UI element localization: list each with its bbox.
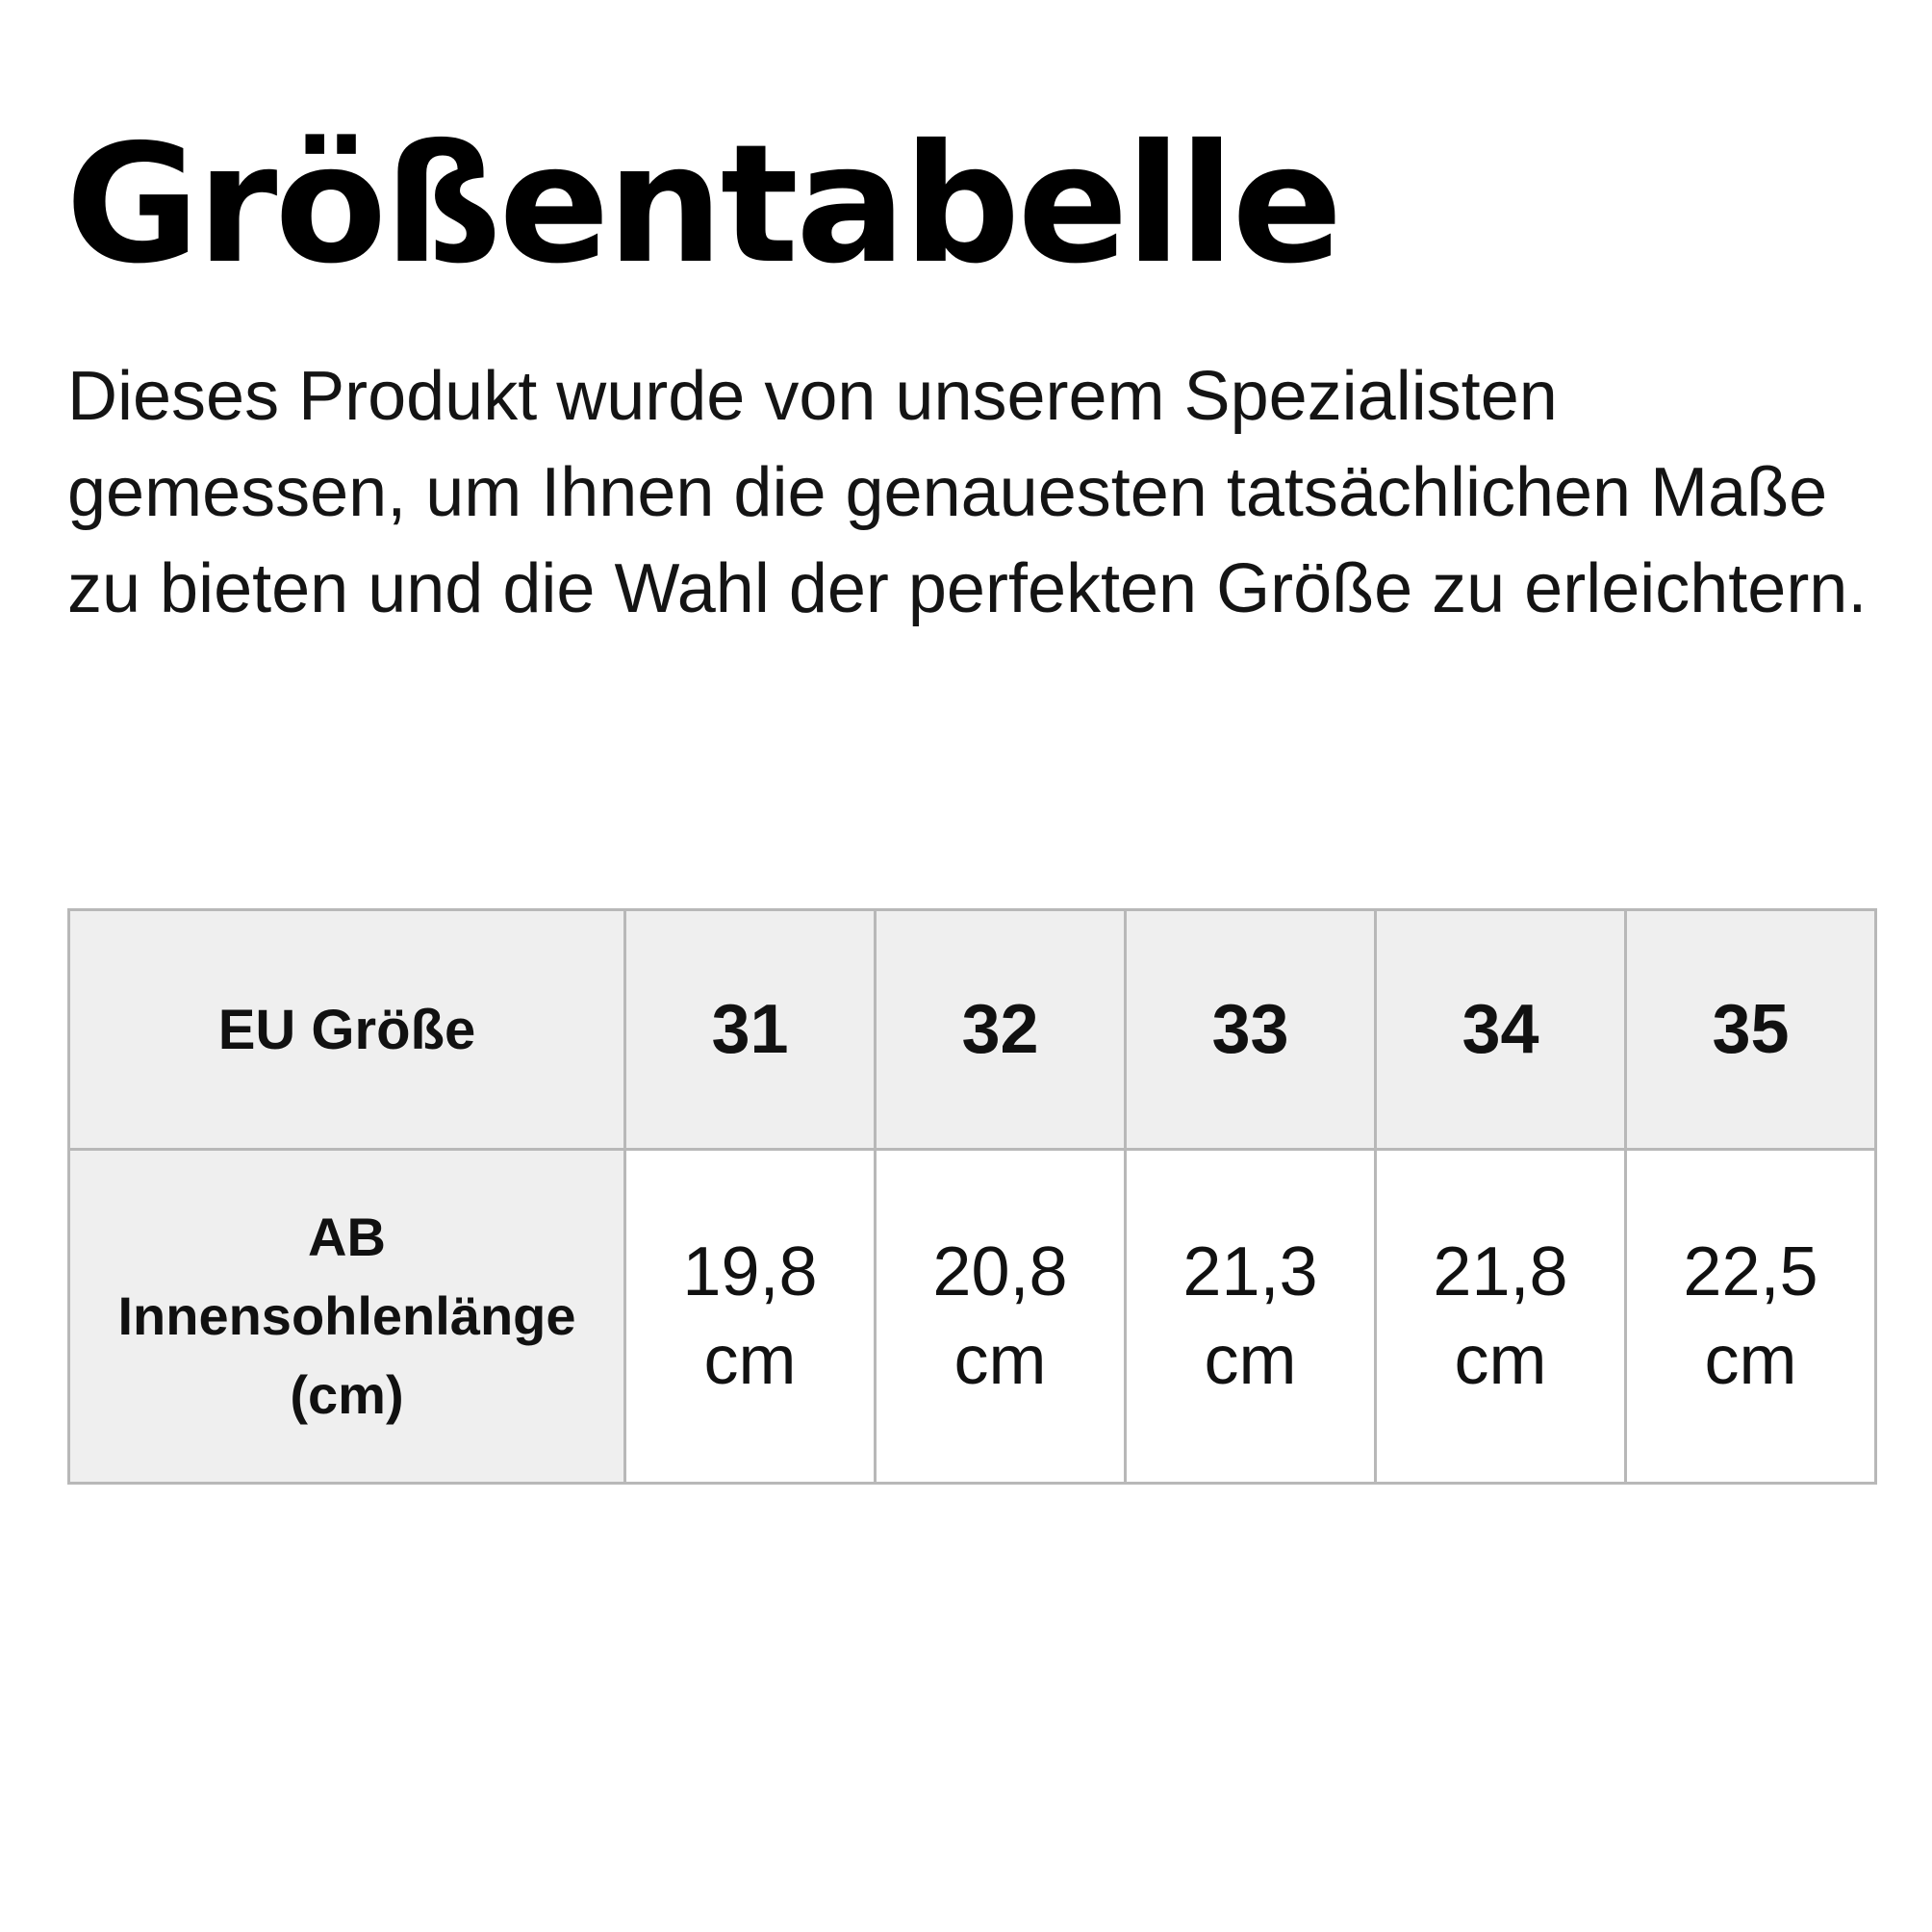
insole-length-label-cell: AB Innensohlenlänge (cm) [67, 1148, 626, 1485]
value-number: 21,8 [1433, 1233, 1568, 1310]
intro-text: Dieses Produkt wurde von unserem Spezial… [67, 358, 1868, 627]
value-cell: 22,5 cm [1624, 1148, 1877, 1485]
value-number: 21,3 [1182, 1233, 1318, 1310]
value-number: 20,8 [932, 1233, 1068, 1310]
value-number: 22,5 [1683, 1233, 1818, 1310]
value-cell: 21,3 cm [1124, 1148, 1377, 1485]
size-cell: 35 [1624, 908, 1877, 1151]
header-label-cell: EU Größe [67, 908, 626, 1151]
value-cell: 19,8 cm [623, 1148, 877, 1485]
value-unit: cm [1204, 1322, 1297, 1399]
value-cell: 20,8 cm [874, 1148, 1127, 1485]
table-header-row: EU Größe 31 32 33 34 35 [67, 908, 1877, 1151]
size-cell: 32 [874, 908, 1127, 1151]
value-unit: cm [953, 1322, 1047, 1399]
size-cell: 31 [623, 908, 877, 1151]
table-row: AB Innensohlenlänge (cm) 19,8 cm 20,8 cm… [67, 1148, 1877, 1485]
value-unit: cm [703, 1322, 797, 1399]
size-cell: 34 [1374, 908, 1627, 1151]
row-label-line: AB [308, 1207, 386, 1267]
row-label-line: Innensohlenlänge [117, 1285, 576, 1346]
value-unit: cm [1704, 1322, 1797, 1399]
value-cell: 21,8 cm [1374, 1148, 1627, 1485]
row-label-line: (cm) [290, 1364, 404, 1425]
value-number: 19,8 [682, 1233, 818, 1310]
size-table: EU Größe 31 32 33 34 35 AB Innensohlenlä… [67, 908, 1877, 1485]
size-cell: 33 [1124, 908, 1377, 1151]
value-unit: cm [1454, 1322, 1547, 1399]
page-title: Größentabelle [65, 110, 1343, 300]
